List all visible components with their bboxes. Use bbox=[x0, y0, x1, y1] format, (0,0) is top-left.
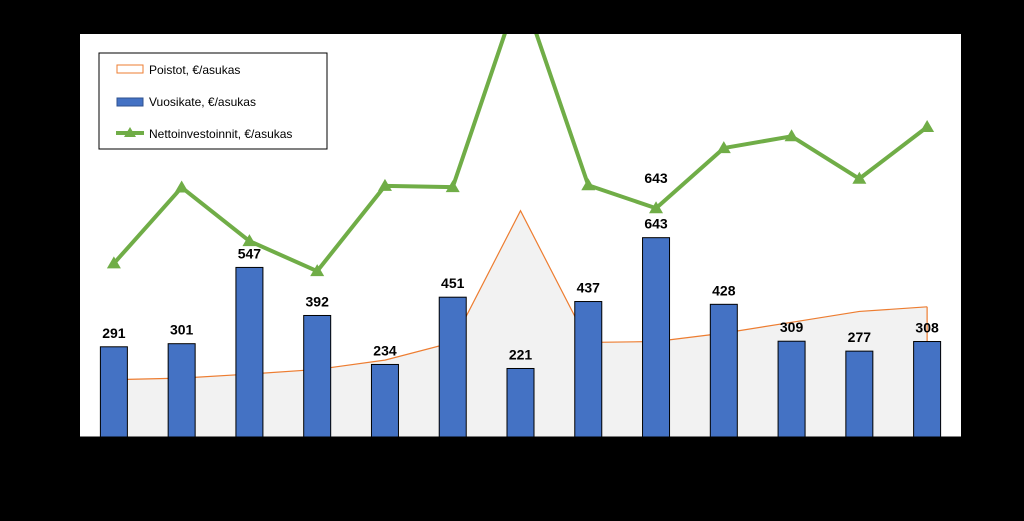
vuosikate-bar-layer bbox=[99, 237, 942, 438]
legend-label-poistot: Poistot, €/asukas bbox=[149, 63, 240, 77]
legend: Poistot, €/asukas Vuosikate, €/asukas Ne… bbox=[98, 52, 328, 150]
vuosikate-bar-7 bbox=[574, 301, 603, 438]
vuosikate-bar-6 bbox=[506, 367, 535, 438]
nettoinvestoinnit-marker-5 bbox=[445, 180, 460, 193]
legend-label-vuosikate: Vuosikate, €/asukas bbox=[149, 95, 256, 109]
vuosikate-bar-9 bbox=[709, 303, 738, 438]
legend-swatch-poistot bbox=[116, 64, 144, 74]
vuosikate-label-9: 428 bbox=[712, 282, 736, 298]
nettoinvestoinnit-marker-10 bbox=[784, 129, 799, 142]
nettoinvestoinnit-marker-4 bbox=[377, 178, 392, 191]
vuosikate-label-1: 301 bbox=[170, 322, 194, 338]
legend-marker-nettoinvestoinnit bbox=[124, 127, 136, 137]
vuosikate-label-8: 643 bbox=[644, 216, 668, 232]
vuosikate-bar-12 bbox=[913, 341, 942, 438]
vuosikate-bar-5 bbox=[438, 296, 467, 438]
data-label-layer: 291 301 547 392 234 451 221 437 643 428 309 277 308 6… bbox=[102, 170, 939, 362]
vuosikate-bar-3 bbox=[303, 314, 332, 438]
legend-swatch-vuosikate bbox=[116, 97, 144, 107]
vuosikate-label-5: 451 bbox=[441, 275, 465, 291]
nettoinvestoinnit-marker-12 bbox=[920, 120, 935, 132]
vuosikate-label-4: 234 bbox=[373, 342, 397, 358]
vuosikate-bar-0 bbox=[99, 346, 128, 438]
vuosikate-bar-8 bbox=[642, 237, 671, 438]
vuosikate-bar-1 bbox=[167, 343, 196, 438]
vuosikate-label-11: 277 bbox=[848, 329, 872, 345]
vuosikate-bar-2 bbox=[235, 266, 264, 438]
vuosikate-label-10: 309 bbox=[780, 319, 804, 335]
legend-label-nettoinvestoinnit: Nettoinvestoinnit, €/asukas bbox=[149, 127, 292, 141]
nettoinvestoinnit-marker-0 bbox=[106, 256, 121, 269]
vuosikate-label-7: 437 bbox=[577, 280, 601, 296]
vuosikate-bar-4 bbox=[370, 363, 399, 438]
nettoinvestoinnit-marker-2 bbox=[242, 234, 257, 247]
vuosikate-label-12: 308 bbox=[915, 320, 939, 336]
vuosikate-label-2: 547 bbox=[238, 245, 262, 261]
vuosikate-bar-10 bbox=[777, 340, 806, 438]
nettoinvestoinnit-marker-1 bbox=[174, 180, 189, 193]
vuosikate-label-6: 221 bbox=[509, 346, 533, 362]
nettoinvestoinnit-marker-3 bbox=[310, 264, 325, 277]
nettoinvestoinnit-marker-8 bbox=[649, 201, 664, 214]
nettoinvestoinnit-marker-7 bbox=[581, 178, 596, 191]
nettoinvestoinnit-line-layer bbox=[106, 34, 935, 277]
vuosikate-bar-11 bbox=[845, 350, 874, 438]
vuosikate-label-0: 291 bbox=[102, 325, 126, 341]
nettoinvestoinnit-marker-11 bbox=[852, 171, 867, 184]
nettoinvestoinnit-marker-9 bbox=[716, 141, 731, 154]
vuosikate-label-3: 392 bbox=[306, 293, 330, 309]
nettoinvestoinnit-label-8: 643 bbox=[644, 170, 668, 186]
